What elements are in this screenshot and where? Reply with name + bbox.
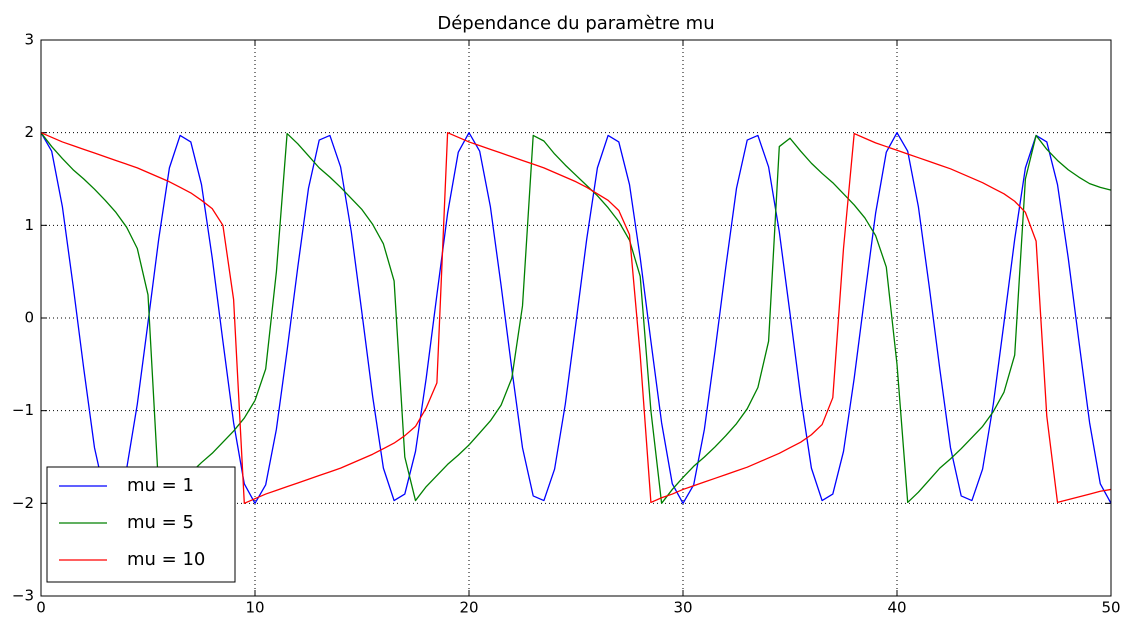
y-tick-label: −3	[12, 587, 34, 605]
line-series	[40, 132, 1112, 504]
x-tick-label: 20	[459, 599, 478, 617]
legend: mu = 1 mu = 5 mu = 10	[46, 466, 236, 583]
legend-label: mu = 5	[127, 512, 194, 533]
line-series	[40, 132, 1112, 504]
x-tick-label: 50	[1101, 599, 1120, 617]
y-tick-label: −1	[12, 401, 34, 419]
x-tick-label: 10	[245, 599, 264, 617]
y-tick-label: 0	[24, 309, 34, 327]
x-tick-label: 0	[36, 599, 46, 617]
x-tick-label: 40	[887, 599, 906, 617]
y-tick-label: 2	[24, 123, 34, 141]
y-tick-label: 1	[24, 216, 34, 234]
legend-label: mu = 10	[127, 549, 205, 570]
legend-label: mu = 1	[127, 475, 194, 496]
y-tick-label: 3	[24, 31, 34, 49]
line-series	[40, 132, 1112, 504]
y-tick-label: −2	[12, 494, 34, 512]
x-tick-label: 30	[673, 599, 692, 617]
plot-frame	[40, 39, 1112, 597]
chart-title: Dépendance du paramètre mu	[437, 13, 714, 34]
